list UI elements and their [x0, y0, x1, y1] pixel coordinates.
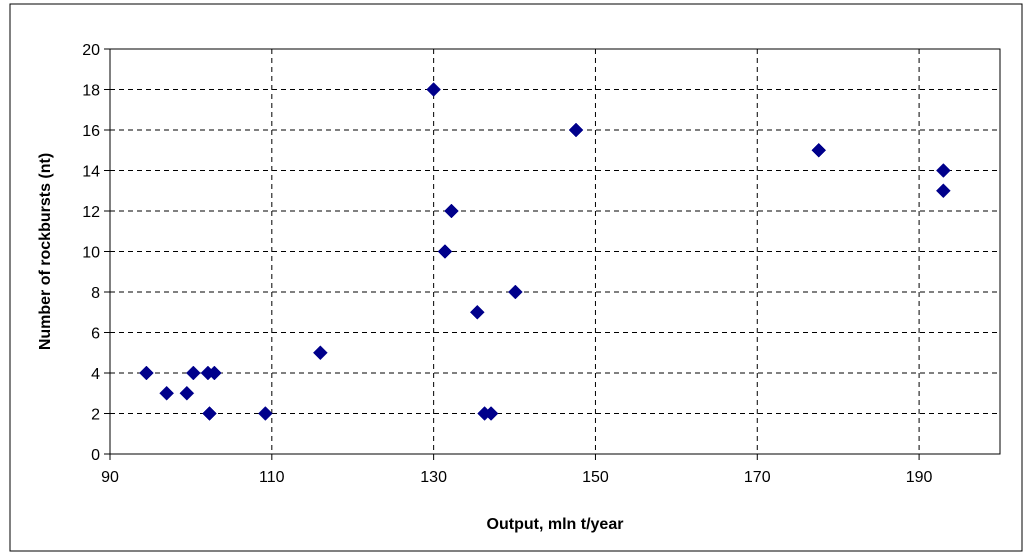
- y-tick-label: 6: [91, 326, 100, 343]
- scatter-point: [811, 142, 827, 158]
- x-tick-label: 150: [582, 469, 609, 486]
- scatter-point: [437, 244, 453, 259]
- scatter-point: [936, 163, 951, 178]
- y-tick-label: 0: [91, 447, 100, 464]
- scatter-point: [508, 284, 523, 300]
- scatter-point: [426, 82, 441, 97]
- scatter-point: [202, 406, 217, 421]
- y-tick-label: 4: [91, 366, 100, 383]
- x-tick-label: 110: [259, 469, 285, 486]
- x-tick-label: 90: [101, 469, 119, 486]
- x-tick-label: 170: [744, 469, 771, 486]
- data-points: [139, 82, 951, 421]
- x-tick-label: 190: [906, 469, 933, 486]
- y-tick-label: 2: [91, 407, 100, 424]
- scatter-point: [483, 406, 499, 421]
- scatter-point: [257, 406, 273, 421]
- y-tick-label: 16: [82, 123, 100, 140]
- y-tick-label: 10: [82, 245, 100, 262]
- scatter-point: [568, 122, 584, 138]
- y-axis-title: Number of rockbursts (nt): [37, 153, 54, 350]
- scatter-point: [313, 345, 328, 361]
- scatter-point: [469, 304, 485, 320]
- y-tick-label: 8: [91, 285, 100, 302]
- axis-ticks: 0 2 4 6 8 10 12 14 16 18 20 90 110 130 150 170 190: [82, 42, 932, 486]
- scatter-point: [159, 385, 174, 401]
- y-tick-label: 18: [82, 83, 100, 100]
- scatter-point: [207, 365, 222, 381]
- y-tick-label: 12: [82, 204, 100, 221]
- scatter-point: [139, 365, 154, 381]
- scatter-point: [936, 183, 951, 199]
- grid-lines: [110, 49, 1000, 454]
- scatter-point: [185, 365, 201, 381]
- x-axis-title: Output, mln t/year: [487, 516, 624, 533]
- x-tick-label: 130: [420, 469, 447, 486]
- scatter-point: [444, 203, 459, 219]
- scatter-point: [179, 385, 195, 401]
- y-tick-label: 20: [82, 42, 100, 59]
- y-tick-label: 14: [82, 164, 100, 181]
